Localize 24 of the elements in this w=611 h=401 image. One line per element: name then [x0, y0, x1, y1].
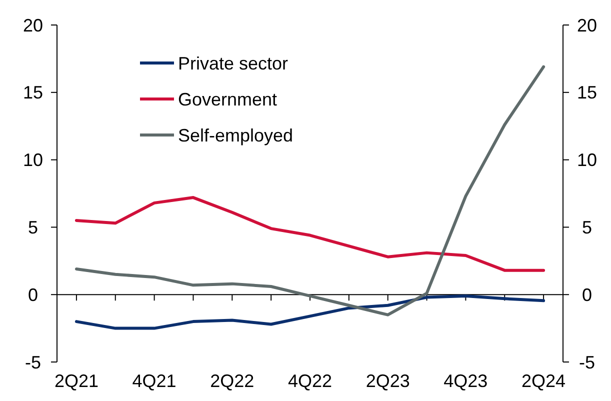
- legend-label: Private sector: [178, 53, 288, 74]
- y2-tick-label: -5: [578, 352, 596, 372]
- x-tick-label: 4Q23: [444, 371, 488, 391]
- line-series: [74, 196, 546, 272]
- x-tick-label: 2Q22: [210, 371, 254, 391]
- x-tick-label: 4Q21: [132, 371, 176, 391]
- y2-tick-label: 5: [582, 218, 592, 238]
- y-tick-label: 20: [22, 15, 44, 36]
- y2-tick-label: 15: [576, 82, 598, 103]
- x-tick-label: 2Q23: [366, 371, 410, 391]
- y-tick-label: 0: [28, 284, 38, 305]
- y-tick-label: 10: [22, 150, 44, 170]
- x-tick-label: 2Q21: [54, 371, 98, 391]
- x-tick-label: 4Q22: [288, 371, 332, 391]
- y-tick-label: -5: [24, 352, 42, 372]
- y2-tick-label: 20: [576, 15, 598, 36]
- y-tick-label: 15: [22, 82, 44, 103]
- line-series: [74, 294, 546, 330]
- y2-tick-label: 0: [582, 284, 592, 305]
- y-tick-label: 5: [28, 218, 38, 238]
- y2-tick-label: 10: [576, 150, 598, 170]
- x-tick-label: 2Q24: [522, 371, 566, 391]
- legend-label: Government: [178, 89, 278, 110]
- legend-label: Self-employed: [178, 125, 294, 146]
